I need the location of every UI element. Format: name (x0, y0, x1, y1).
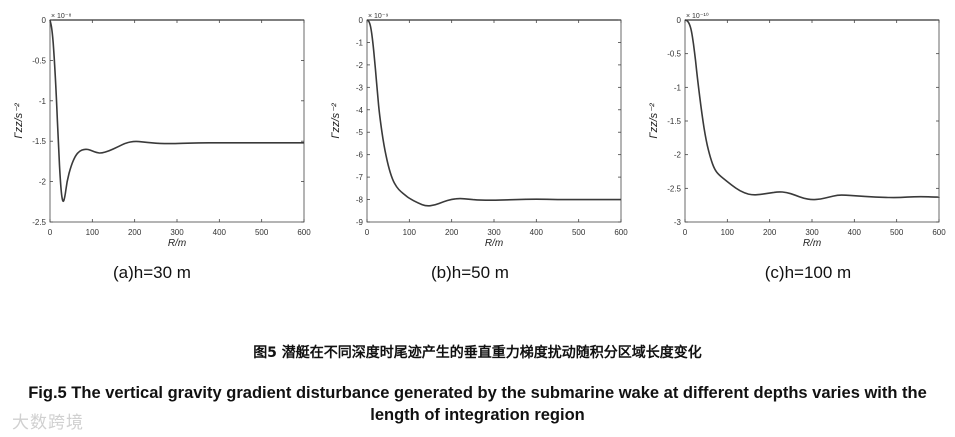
axes-frame (684, 19, 940, 223)
x-tick-label: 600 (297, 228, 311, 237)
x-tick-label: 200 (445, 228, 459, 237)
axis-exponent: × 10⁻⁸ (51, 13, 72, 20)
x-tick-label: 500 (572, 228, 586, 237)
x-tick-label: 400 (213, 228, 227, 237)
x-tick-label: 600 (614, 228, 628, 237)
y-tick-label: -9 (356, 218, 364, 227)
y-tick-label: -4 (356, 106, 364, 115)
y-tick-label: -0.5 (667, 50, 681, 59)
panel-label: (a)h=30 m (113, 263, 191, 282)
x-axis-label: R/m (168, 238, 186, 249)
y-tick-label: 0 (677, 16, 682, 25)
axes-frame (49, 19, 305, 223)
x-tick-label: 400 (848, 228, 862, 237)
x-tick-label: 0 (365, 228, 370, 237)
watermark: 大数跨境 (12, 413, 84, 433)
y-tick-label: -1 (674, 83, 682, 92)
y-tick-label: -6 (356, 151, 364, 160)
y-tick-label: -2 (674, 151, 682, 160)
y-tick-label: -2.5 (32, 218, 46, 227)
x-tick-label: 0 (683, 228, 688, 237)
figure-caption-english: Fig.5 The vertical gravity gradient dist… (28, 384, 927, 424)
y-tick-label: -8 (356, 196, 364, 205)
series-line (49, 19, 304, 203)
panel-label: (c)h=100 m (765, 263, 851, 282)
y-axis-label: Γzz/s⁻² (330, 103, 342, 139)
y-tick-label: -1 (356, 38, 364, 47)
y-tick-label: -1 (39, 97, 47, 106)
x-tick-label: 200 (128, 228, 142, 237)
y-tick-label: 0 (42, 16, 47, 25)
x-tick-label: 300 (170, 228, 184, 237)
figure-caption-chinese: 图5 潜艇在不同深度时尾迹产生的垂直重力梯度扰动随积分区域长度变化 (253, 345, 702, 361)
y-tick-label: -2 (356, 61, 364, 70)
x-tick-label: 600 (932, 228, 946, 237)
series-line (366, 19, 621, 207)
axes-frame (366, 19, 622, 223)
y-tick-label: -2 (39, 178, 47, 187)
x-tick-label: 100 (721, 228, 735, 237)
x-tick-label: 100 (403, 228, 417, 237)
y-tick-label: -1.5 (667, 117, 681, 126)
x-tick-label: 0 (48, 228, 53, 237)
axis-exponent: × 10⁻¹⁰ (686, 12, 709, 20)
y-tick-label: -0.5 (32, 56, 46, 65)
y-tick-label: 0 (359, 16, 364, 25)
x-tick-label: 100 (86, 228, 100, 237)
x-axis-label: R/m (485, 238, 503, 249)
panel-label: (b)h=50 m (431, 263, 509, 282)
y-tick-label: -2.5 (667, 184, 681, 193)
x-tick-label: 400 (530, 228, 544, 237)
x-tick-label: 300 (805, 228, 819, 237)
y-tick-label: -3 (674, 218, 682, 227)
axis-exponent: × 10⁻⁹ (368, 13, 389, 20)
y-tick-label: -5 (356, 128, 364, 137)
x-tick-label: 300 (487, 228, 501, 237)
y-axis-label: Γzz/s⁻² (13, 103, 25, 139)
x-tick-label: 500 (255, 228, 269, 237)
x-tick-label: 500 (890, 228, 904, 237)
x-axis-label: R/m (803, 238, 821, 249)
y-tick-label: -1.5 (32, 137, 46, 146)
series-line (684, 19, 940, 201)
y-tick-label: -7 (356, 173, 364, 182)
y-axis-label: Γzz/s⁻² (648, 103, 660, 139)
x-tick-label: 200 (763, 228, 777, 237)
y-tick-label: -3 (356, 83, 364, 92)
